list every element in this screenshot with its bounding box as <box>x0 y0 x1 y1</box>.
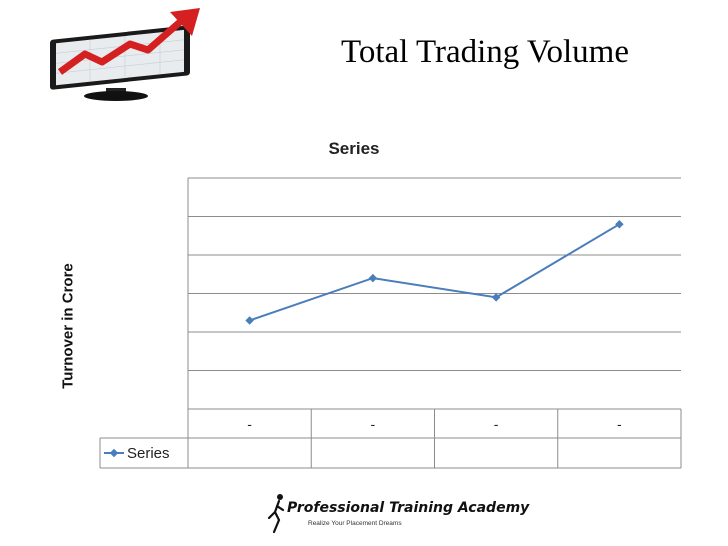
series-line <box>249 223 620 322</box>
data-point <box>368 273 378 283</box>
category-label: - <box>617 416 622 432</box>
category-label: - <box>494 416 499 432</box>
slide-title: Total Trading Volume <box>340 34 629 70</box>
legend-swatch-marker <box>109 448 119 458</box>
data-point <box>245 316 254 325</box>
data-point <box>491 293 501 302</box>
logo-name: Professional Training Academy <box>287 500 530 516</box>
data-point <box>615 219 624 229</box>
running-figure-logo-icon <box>267 494 285 534</box>
category-label: - <box>247 416 252 432</box>
logo-tagline: Realize Your Placement Dreams <box>308 520 402 527</box>
legend-label: Series <box>127 445 170 462</box>
category-label: - <box>371 416 376 432</box>
rising-chart-monitor-icon <box>50 8 200 101</box>
chart-title: Series <box>328 139 380 158</box>
logo: Professional Training Academy Realize Yo… <box>265 492 529 536</box>
